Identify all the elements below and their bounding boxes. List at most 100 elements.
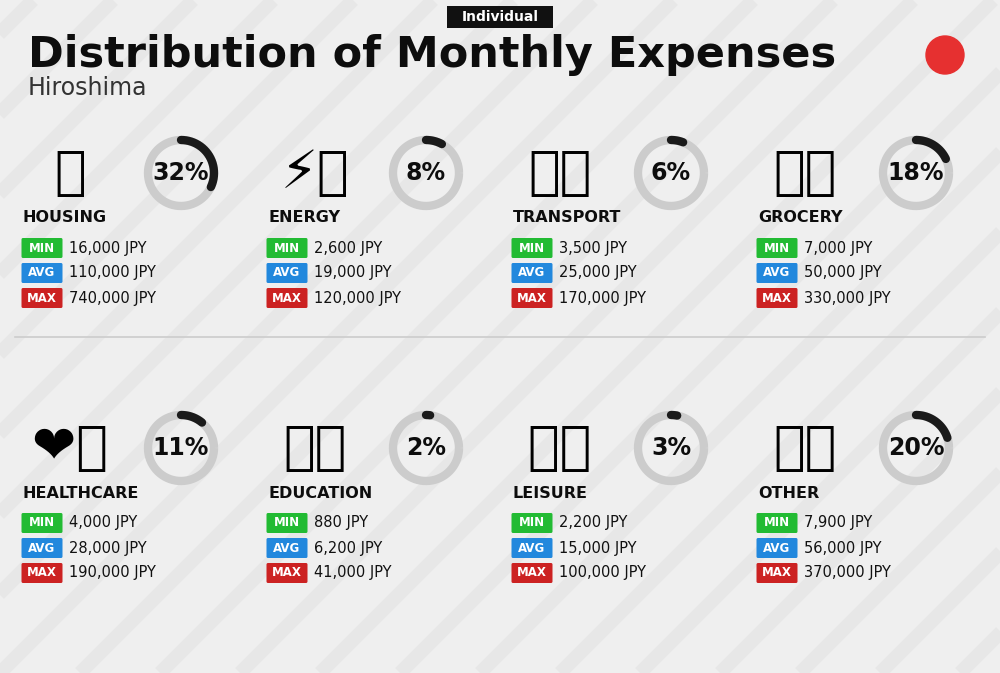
FancyBboxPatch shape (512, 563, 552, 583)
Text: 2,200 JPY: 2,200 JPY (559, 516, 627, 530)
Text: 🚌🚗: 🚌🚗 (528, 147, 592, 199)
Text: 120,000 JPY: 120,000 JPY (314, 291, 401, 306)
Text: 18%: 18% (888, 161, 944, 185)
Text: AVG: AVG (763, 267, 791, 279)
Text: AVG: AVG (28, 542, 56, 555)
Text: 19,000 JPY: 19,000 JPY (314, 266, 392, 281)
Text: OTHER: OTHER (758, 485, 819, 501)
Text: AVG: AVG (28, 267, 56, 279)
Text: Individual: Individual (462, 10, 538, 24)
FancyBboxPatch shape (22, 538, 62, 558)
FancyBboxPatch shape (22, 563, 62, 583)
Text: 56,000 JPY: 56,000 JPY (804, 540, 882, 555)
Text: 100,000 JPY: 100,000 JPY (559, 565, 646, 581)
Text: 2%: 2% (406, 436, 446, 460)
Text: MAX: MAX (517, 291, 547, 304)
Text: 170,000 JPY: 170,000 JPY (559, 291, 646, 306)
Text: ⚡🏠: ⚡🏠 (281, 147, 349, 199)
FancyBboxPatch shape (512, 288, 552, 308)
Text: AVG: AVG (763, 542, 791, 555)
Text: MAX: MAX (762, 291, 792, 304)
FancyBboxPatch shape (266, 538, 308, 558)
FancyBboxPatch shape (266, 238, 308, 258)
Text: 25,000 JPY: 25,000 JPY (559, 266, 637, 281)
Text: 🏢: 🏢 (54, 147, 86, 199)
Text: AVG: AVG (518, 267, 546, 279)
Text: LEISURE: LEISURE (513, 485, 588, 501)
Text: HOUSING: HOUSING (23, 211, 107, 225)
FancyBboxPatch shape (512, 238, 552, 258)
FancyBboxPatch shape (266, 563, 308, 583)
Text: MIN: MIN (274, 242, 300, 254)
Text: 💰👛: 💰👛 (773, 422, 837, 474)
FancyBboxPatch shape (757, 538, 798, 558)
FancyBboxPatch shape (266, 263, 308, 283)
Text: HEALTHCARE: HEALTHCARE (23, 485, 139, 501)
Text: 🛍️🛏️: 🛍️🛏️ (528, 422, 592, 474)
Text: 3%: 3% (651, 436, 691, 460)
Text: MAX: MAX (762, 567, 792, 579)
Text: 880 JPY: 880 JPY (314, 516, 368, 530)
Text: 🍬🥦: 🍬🥦 (773, 147, 837, 199)
FancyBboxPatch shape (447, 6, 553, 28)
Text: 2,600 JPY: 2,600 JPY (314, 240, 382, 256)
Text: AVG: AVG (273, 542, 301, 555)
Text: 110,000 JPY: 110,000 JPY (69, 266, 156, 281)
Text: 41,000 JPY: 41,000 JPY (314, 565, 392, 581)
FancyBboxPatch shape (22, 288, 62, 308)
Text: TRANSPORT: TRANSPORT (513, 211, 621, 225)
Text: MAX: MAX (517, 567, 547, 579)
FancyBboxPatch shape (266, 288, 308, 308)
FancyBboxPatch shape (22, 513, 62, 533)
Text: 20%: 20% (888, 436, 944, 460)
Text: 16,000 JPY: 16,000 JPY (69, 240, 146, 256)
FancyBboxPatch shape (22, 263, 62, 283)
Text: ENERGY: ENERGY (268, 211, 340, 225)
Text: GROCERY: GROCERY (758, 211, 842, 225)
Text: MIN: MIN (764, 516, 790, 530)
Text: MIN: MIN (519, 242, 545, 254)
FancyBboxPatch shape (266, 513, 308, 533)
FancyBboxPatch shape (757, 288, 798, 308)
FancyBboxPatch shape (757, 263, 798, 283)
Text: MIN: MIN (29, 516, 55, 530)
Text: 370,000 JPY: 370,000 JPY (804, 565, 891, 581)
Text: 6%: 6% (651, 161, 691, 185)
Text: MIN: MIN (274, 516, 300, 530)
Text: 11%: 11% (153, 436, 209, 460)
Text: Hiroshima: Hiroshima (28, 76, 148, 100)
Text: 740,000 JPY: 740,000 JPY (69, 291, 156, 306)
Text: 32%: 32% (153, 161, 209, 185)
Circle shape (926, 36, 964, 74)
Text: ❤️💉: ❤️💉 (32, 422, 108, 474)
FancyBboxPatch shape (757, 238, 798, 258)
Text: MIN: MIN (764, 242, 790, 254)
Text: 7,000 JPY: 7,000 JPY (804, 240, 872, 256)
Text: 6,200 JPY: 6,200 JPY (314, 540, 382, 555)
Text: 190,000 JPY: 190,000 JPY (69, 565, 156, 581)
Text: MAX: MAX (272, 567, 302, 579)
FancyBboxPatch shape (512, 538, 552, 558)
Text: AVG: AVG (273, 267, 301, 279)
Text: 330,000 JPY: 330,000 JPY (804, 291, 891, 306)
Text: EDUCATION: EDUCATION (268, 485, 372, 501)
Text: AVG: AVG (518, 542, 546, 555)
Text: Distribution of Monthly Expenses: Distribution of Monthly Expenses (28, 34, 836, 76)
FancyBboxPatch shape (22, 238, 62, 258)
Text: 8%: 8% (406, 161, 446, 185)
Text: 7,900 JPY: 7,900 JPY (804, 516, 872, 530)
Text: 50,000 JPY: 50,000 JPY (804, 266, 882, 281)
Text: 4,000 JPY: 4,000 JPY (69, 516, 137, 530)
Text: MIN: MIN (29, 242, 55, 254)
Text: 3,500 JPY: 3,500 JPY (559, 240, 627, 256)
Text: 🎓📚: 🎓📚 (283, 422, 347, 474)
FancyBboxPatch shape (512, 513, 552, 533)
Text: 28,000 JPY: 28,000 JPY (69, 540, 147, 555)
Text: MAX: MAX (27, 567, 57, 579)
Text: MAX: MAX (272, 291, 302, 304)
Text: 15,000 JPY: 15,000 JPY (559, 540, 637, 555)
FancyBboxPatch shape (757, 563, 798, 583)
Text: MAX: MAX (27, 291, 57, 304)
FancyBboxPatch shape (757, 513, 798, 533)
FancyBboxPatch shape (512, 263, 552, 283)
